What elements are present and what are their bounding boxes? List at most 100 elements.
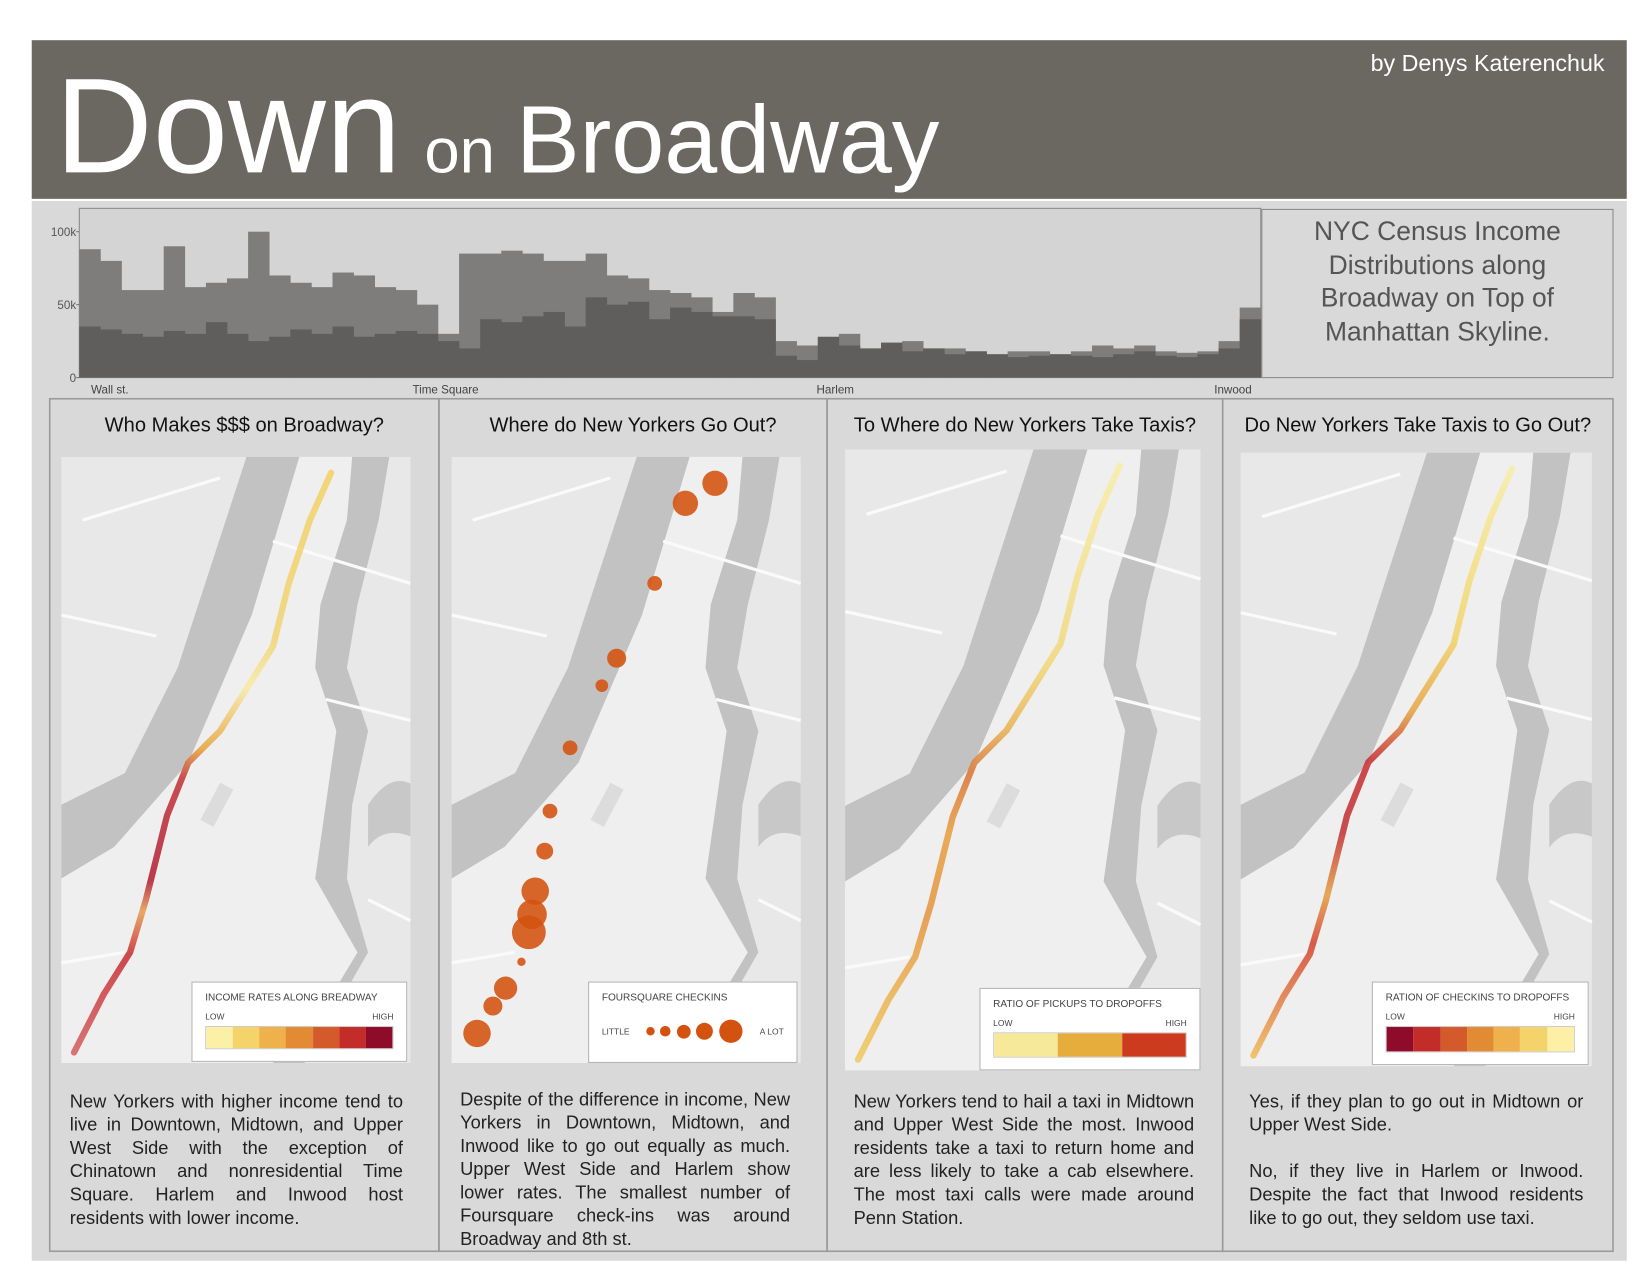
skyline-bar [184, 333, 207, 378]
skyline-bar [501, 322, 523, 378]
map-road [844, 955, 910, 970]
checkin-bubble [536, 842, 554, 860]
legend-swatch [1547, 1027, 1574, 1052]
checkin-bubble [562, 740, 578, 756]
legend-high: HIGH [1165, 1018, 1187, 1029]
skyline-bar [459, 253, 481, 378]
legend-swatch [259, 1027, 287, 1049]
legend-dot [676, 1024, 691, 1039]
skyline-bar [691, 311, 713, 378]
map-road [662, 539, 802, 585]
map-water [758, 781, 801, 847]
map-park [986, 783, 1021, 829]
legend: RATIO OF PICKUPS TO DROPOFFS LOW HIGH [979, 987, 1201, 1071]
map [844, 449, 1202, 1071]
map-road [715, 697, 802, 722]
skyline-bar [100, 329, 122, 378]
skyline-bar [416, 333, 439, 378]
panel-title: Who Makes $$$ on Broadway? [104, 414, 384, 437]
author: by Denys Katerenchuk [1371, 50, 1605, 76]
y-tick-label: 0 [70, 372, 77, 385]
skyline-bar [205, 322, 228, 378]
legend-swatch [1413, 1027, 1441, 1052]
checkin-bubble [647, 576, 663, 591]
skyline-bar [564, 326, 586, 378]
legend-high: HIGH [372, 1012, 394, 1022]
checkin-bubble [607, 648, 627, 668]
map-water [61, 456, 300, 879]
map-road [1240, 952, 1305, 967]
map-park [200, 782, 234, 827]
checkin-bubble [463, 1019, 491, 1048]
skyline-bar [965, 351, 987, 378]
skyline-bar [522, 316, 544, 378]
skyline-bar [733, 316, 755, 378]
skyline-bar [838, 345, 861, 378]
map-water [1157, 781, 1201, 850]
paragraph: New Yorkers tend to hail a taxi in Midto… [853, 1090, 1195, 1228]
legend-dot [660, 1025, 671, 1037]
skyline-bar [269, 336, 291, 378]
skyline-bar [670, 307, 692, 378]
skyline-bar [437, 341, 460, 378]
skyline-bar [859, 348, 882, 378]
skyline-bar [1028, 355, 1051, 378]
skyline-bar [796, 360, 819, 378]
legend-title: RATION OF CHECKINS TO DROPOFFS [1385, 992, 1570, 1004]
legend-dot [695, 1022, 713, 1040]
skyline-bar [754, 319, 776, 378]
checkin-bubble [542, 803, 558, 819]
title-word: Down [55, 49, 401, 201]
skyline-bar [817, 336, 840, 378]
panel-text: New Yorkers with higher income tend to l… [70, 1089, 403, 1252]
map-road [61, 950, 126, 965]
legend-swatch [286, 1027, 313, 1049]
map-road [1240, 611, 1337, 636]
x-location-label: Time Square [413, 383, 479, 396]
skyline-bar [881, 342, 903, 378]
broadway-route [1250, 465, 1516, 1059]
legend-low: LOW [1385, 1012, 1405, 1022]
header-title: Down on Broadway [55, 49, 940, 201]
skyline-bar [1176, 357, 1198, 378]
title-word: on [424, 116, 495, 186]
legend-title: INCOME RATES ALONG BREADWAY [205, 992, 378, 1004]
paragraph: No, if they live in Harlem or Inwood. De… [1249, 1160, 1584, 1228]
checkin-bubble [672, 490, 699, 516]
skyline-bar [332, 326, 354, 378]
skyline-bar [121, 333, 143, 378]
maps [48, 397, 1614, 1253]
panel-title: To Where do New Yorkers Take Taxis? [853, 414, 1197, 437]
legend-dot [719, 1019, 743, 1043]
skyline-bar [648, 319, 671, 378]
skyline-bar [1197, 354, 1219, 378]
legend-swatch [339, 1027, 366, 1049]
skyline-bar [163, 330, 186, 378]
skyline-bar [923, 348, 945, 378]
skyline-chart: 0 50k 100k Wall st. Time Square Harlem Inwood [51, 226, 1262, 396]
map-road [451, 613, 548, 638]
map-water [1240, 452, 1481, 880]
skyline-bar [902, 351, 924, 378]
skyline-bar [459, 348, 481, 378]
map [1240, 452, 1593, 1067]
map [61, 456, 412, 1063]
skyline-bar [1091, 357, 1114, 378]
legend-swatch [1058, 1033, 1122, 1057]
skyline-bar [311, 333, 333, 378]
skyline-bar [1113, 354, 1135, 378]
map-road [1548, 899, 1593, 924]
legend-swatch [1121, 1033, 1186, 1057]
skyline-bar [142, 336, 165, 378]
map-park [590, 782, 624, 827]
title-word: Broadway [516, 87, 940, 193]
checkin-bubble [517, 957, 526, 967]
legend-dot [646, 1027, 655, 1036]
map-road [82, 476, 221, 522]
legend-swatch [1440, 1027, 1467, 1052]
legend-title: FOURSQUARE CHECKINS [601, 992, 728, 1004]
skyline-bar [543, 311, 565, 378]
skyline-bar [1218, 348, 1240, 378]
legend: INCOME RATES ALONG BREADWAY LOW HIGH [191, 981, 408, 1062]
